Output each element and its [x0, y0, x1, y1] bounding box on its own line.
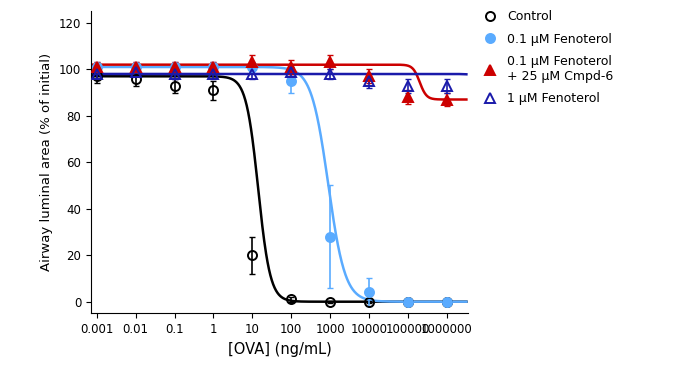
0.1 μM Fenoterol
+ 25 μM Cmpd-6 — [326, 60, 334, 65]
0.1 μM Fenoterol — [287, 79, 296, 83]
0.1 μM Fenoterol
+ 25 μM Cmpd-6 — [171, 65, 179, 69]
Line: 0.1 μM Fenoterol: 0.1 μM Fenoterol — [92, 62, 452, 306]
0.1 μM Fenoterol
+ 25 μM Cmpd-6 — [209, 65, 217, 69]
Line: 1 μM Fenoterol: 1 μM Fenoterol — [92, 66, 452, 91]
Control — [171, 83, 179, 88]
0.1 μM Fenoterol
+ 25 μM Cmpd-6 — [404, 95, 412, 100]
Control — [287, 297, 296, 302]
0.1 μM Fenoterol
+ 25 μM Cmpd-6 — [92, 65, 101, 69]
Control — [248, 253, 257, 257]
1 μM Fenoterol — [248, 72, 257, 76]
1 μM Fenoterol — [365, 79, 373, 83]
Line: 0.1 μM Fenoterol
+ 25 μM Cmpd-6: 0.1 μM Fenoterol + 25 μM Cmpd-6 — [92, 57, 452, 105]
1 μM Fenoterol — [326, 72, 334, 76]
1 μM Fenoterol — [287, 69, 296, 74]
0.1 μM Fenoterol — [404, 300, 412, 304]
1 μM Fenoterol — [171, 72, 179, 76]
0.1 μM Fenoterol — [92, 65, 101, 69]
0.1 μM Fenoterol — [365, 290, 373, 295]
Control — [92, 74, 101, 78]
Control — [404, 300, 412, 304]
Control — [365, 300, 373, 304]
Control — [131, 76, 140, 81]
0.1 μM Fenoterol — [131, 65, 140, 69]
1 μM Fenoterol — [442, 83, 451, 88]
1 μM Fenoterol — [404, 83, 412, 88]
1 μM Fenoterol — [209, 72, 217, 76]
0.1 μM Fenoterol
+ 25 μM Cmpd-6 — [442, 97, 451, 102]
0.1 μM Fenoterol — [326, 234, 334, 239]
0.1 μM Fenoterol — [248, 65, 257, 69]
0.1 μM Fenoterol
+ 25 μM Cmpd-6 — [248, 60, 257, 65]
Y-axis label: Airway luminal area (% of initial): Airway luminal area (% of initial) — [41, 53, 53, 271]
Line: Control: Control — [92, 72, 452, 306]
X-axis label: [OVA] (ng/mL): [OVA] (ng/mL) — [228, 342, 331, 357]
0.1 μM Fenoterol — [209, 65, 217, 69]
0.1 μM Fenoterol — [171, 65, 179, 69]
Control — [442, 300, 451, 304]
0.1 μM Fenoterol
+ 25 μM Cmpd-6 — [131, 65, 140, 69]
Control — [326, 300, 334, 304]
0.1 μM Fenoterol
+ 25 μM Cmpd-6 — [365, 74, 373, 78]
1 μM Fenoterol — [92, 72, 101, 76]
Control — [209, 88, 217, 93]
1 μM Fenoterol — [131, 69, 140, 74]
0.1 μM Fenoterol
+ 25 μM Cmpd-6 — [287, 65, 296, 69]
Legend: Control, 0.1 μM Fenoterol, 0.1 μM Fenoterol
+ 25 μM Cmpd-6, 1 μM Fenoterol: Control, 0.1 μM Fenoterol, 0.1 μM Fenote… — [472, 5, 619, 110]
0.1 μM Fenoterol — [442, 300, 451, 304]
